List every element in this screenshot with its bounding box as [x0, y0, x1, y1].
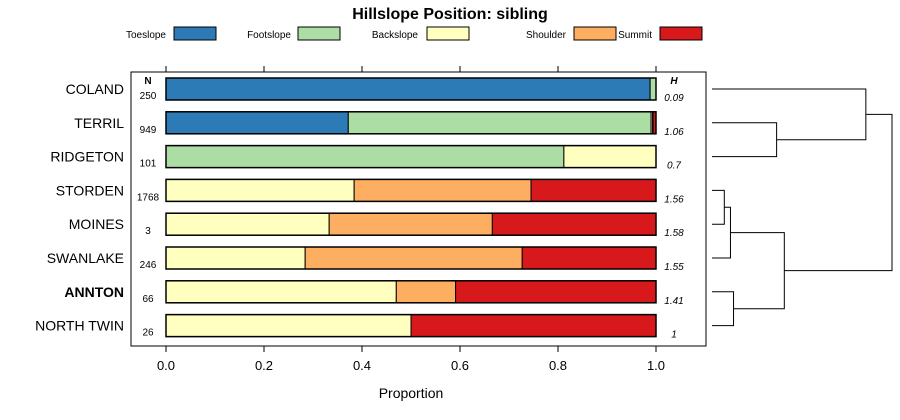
n-label: 1768: [137, 192, 160, 203]
bar-segment-footslope: [649, 77, 657, 101]
h-label: 0.09: [664, 93, 684, 104]
dendrogram-branch: [730, 232, 785, 310]
bar-outline: [165, 178, 657, 203]
n-label: 949: [140, 125, 157, 136]
bar-segment-backslope: [165, 314, 412, 338]
x-axis: 0.0 0.2 0.4 0.6 0.8 1.0: [157, 346, 665, 373]
row-label: STORDEN: [56, 182, 124, 198]
row-label: SWANLAKE: [47, 250, 124, 266]
x-tick-label: 0.6: [451, 358, 469, 373]
x-tick-label: 1.0: [647, 358, 665, 373]
x-tick-label: 0.8: [549, 358, 567, 373]
h-header: H: [670, 76, 678, 87]
bar-outline: [165, 246, 657, 270]
dendrogram-branch: [712, 206, 731, 259]
bar-outline: [165, 144, 657, 169]
bar-segment-summit: [521, 246, 657, 270]
n-label: 3: [145, 226, 151, 237]
bar-rows: COLAND 250 0.09 TERRIL 949 1.06 RIDGETON 101 0.7…: [35, 77, 684, 341]
bar-segment-summit: [491, 212, 657, 236]
bar-segment-shoulder: [304, 246, 523, 270]
n-label: 26: [142, 328, 154, 339]
h-label: 0.7: [667, 161, 681, 172]
h-label: 1.41: [664, 296, 683, 307]
x-axis-label: Proportion: [379, 385, 444, 401]
legend-label-toeslope: Toeslope: [126, 30, 166, 41]
dendrogram-branch: [712, 291, 735, 327]
legend: Toeslope Footslope Backslope Shoulder Summit: [126, 26, 703, 41]
bar-segment-summit: [530, 178, 657, 202]
bar-segment-summit: [410, 314, 657, 338]
x-tick-label: 0.0: [157, 358, 175, 373]
bar-outline: [165, 77, 657, 101]
bar-segment-backslope: [165, 246, 306, 270]
bar-segment-toeslope: [165, 111, 349, 135]
legend-swatch-toeslope: [173, 26, 217, 41]
n-label: 66: [142, 294, 154, 305]
legend-swatch-footslope: [297, 26, 341, 41]
legend-label-shoulder: Shoulder: [526, 30, 567, 41]
legend-label-backslope: Backslope: [372, 30, 419, 41]
dendrogram-branch: [712, 189, 725, 225]
bar-outline: [165, 111, 657, 135]
x-tick-label: 0.2: [255, 358, 273, 373]
row-label: ANNTON: [64, 284, 124, 300]
top-ticks: [165, 66, 657, 72]
row-label: TERRIL: [74, 115, 124, 131]
dendrogram-branch: [712, 88, 867, 141]
bar-segment-backslope: [165, 212, 330, 236]
bar-segment-shoulder: [395, 280, 457, 304]
h-label: 1.58: [664, 228, 684, 239]
chart-title: Hillslope Position: sibling: [352, 6, 548, 23]
h-label: 1.56: [664, 194, 684, 205]
legend-swatch-summit: [659, 26, 703, 41]
plot-frame: [130, 71, 707, 347]
legend-label-footslope: Footslope: [247, 30, 291, 41]
row-label: MOINES: [69, 216, 124, 232]
bar-segment-toeslope: [165, 77, 651, 101]
legend-swatch-backslope: [426, 26, 470, 41]
x-tick-label: 0.4: [353, 358, 371, 373]
n-label: 250: [140, 91, 157, 102]
dendrogram-branch: [712, 122, 778, 158]
h-label: 1.55: [664, 262, 684, 273]
h-label: 1: [671, 330, 677, 341]
bar-segment-backslope: [165, 178, 355, 202]
h-label: 1.06: [664, 127, 684, 138]
bar-segment-backslope: [165, 280, 397, 304]
legend-label-summit: Summit: [618, 30, 652, 41]
legend-swatch-shoulder: [573, 26, 617, 41]
n-header: N: [144, 76, 151, 87]
row-label: COLAND: [66, 81, 124, 97]
bar-outline: [165, 313, 657, 338]
bar-segment-summit: [455, 280, 657, 304]
n-label: 101: [140, 159, 157, 170]
bar-segment-backslope: [563, 145, 657, 169]
row-label: RIDGETON: [50, 149, 124, 165]
bar-segment-footslope: [347, 111, 652, 135]
row-label: NORTH TWIN: [35, 318, 124, 334]
bar-segment-footslope: [165, 145, 565, 169]
bar-outline: [165, 212, 657, 236]
bar-outline: [165, 280, 657, 304]
dendrogram-branch: [784, 113, 893, 272]
dendrogram: [712, 88, 893, 327]
n-label: 246: [140, 260, 157, 271]
bar-segment-shoulder: [353, 178, 532, 202]
bar-segment-shoulder: [328, 212, 493, 236]
